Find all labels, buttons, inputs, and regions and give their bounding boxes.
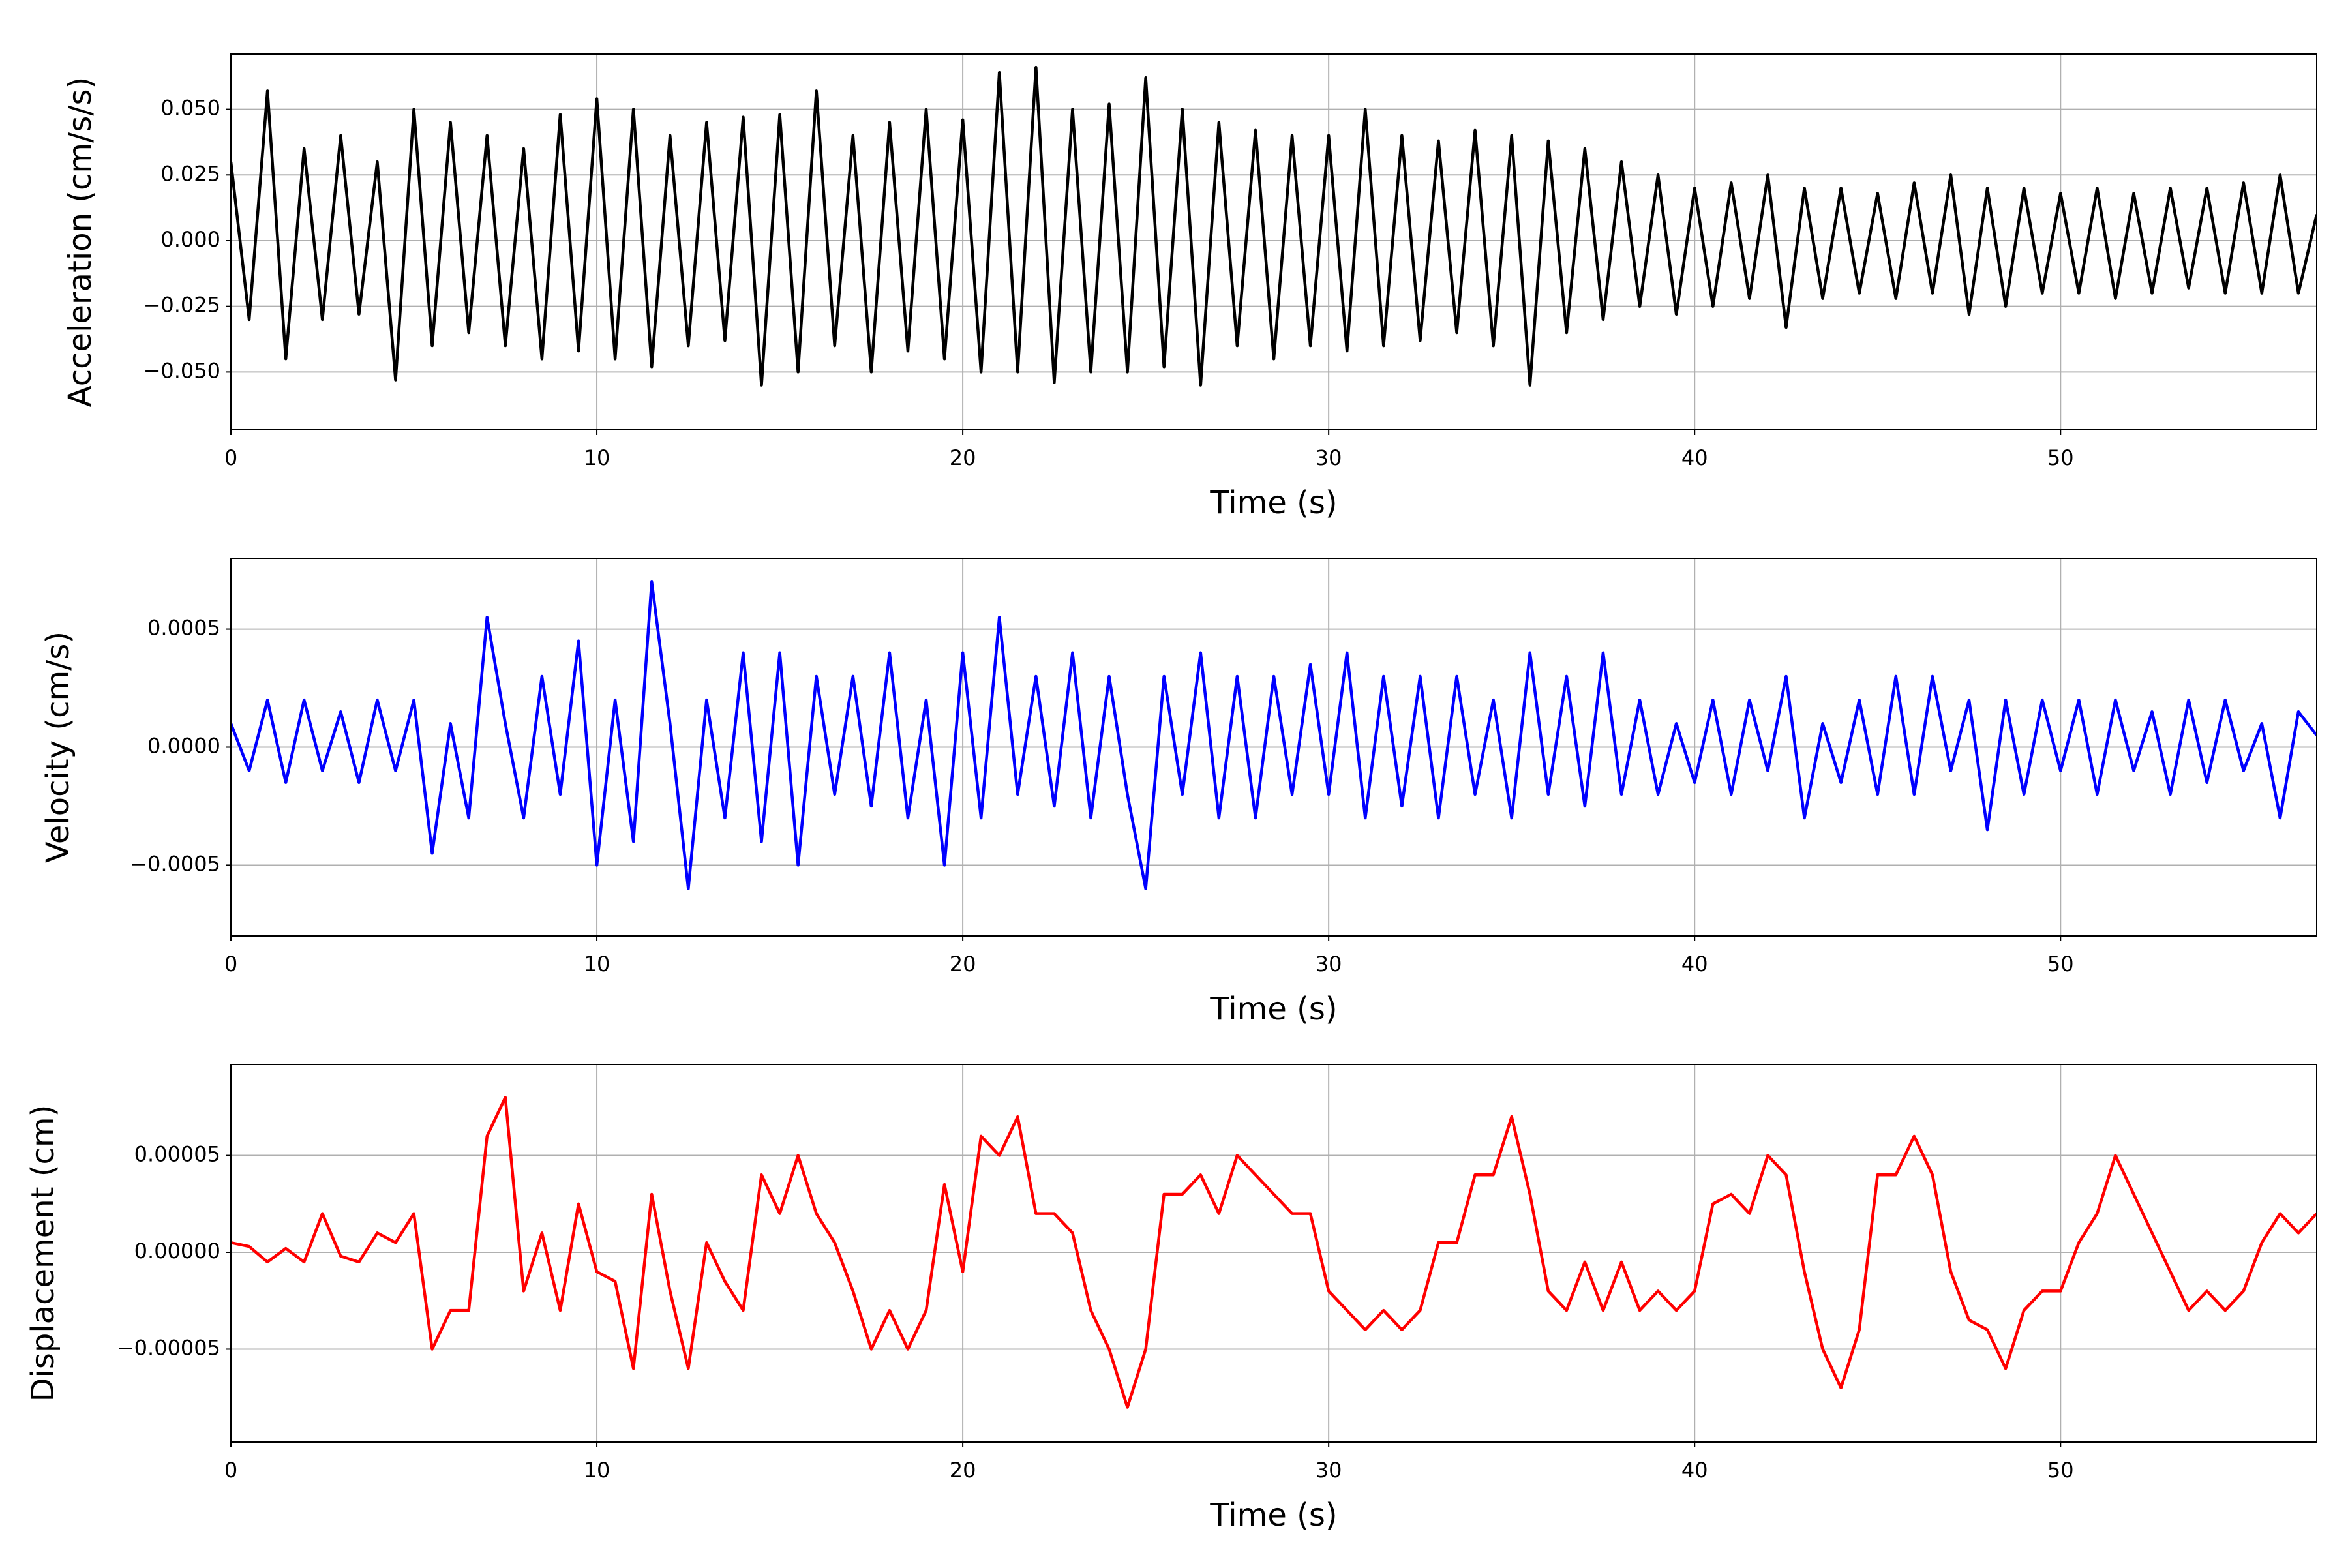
plot-frame [230,558,2317,937]
y-tick-label: 0.000 [160,227,220,252]
y-tick-label: 0.050 [160,96,220,121]
x-tick-label: 50 [2047,952,2074,976]
y-tick-label: 0.0005 [147,616,220,641]
data-line [231,1096,2317,1409]
x-tick-label: 40 [1681,445,1708,470]
y-tick-label: −0.025 [143,293,220,318]
x-tick-label: 30 [1316,1458,1342,1483]
x-tick-label: 10 [584,1458,610,1483]
x-tick-label: 20 [950,445,976,470]
y-tick-label: −0.050 [143,358,220,383]
y-tick-label: 0.025 [160,161,220,186]
x-tick-label: 0 [224,1458,237,1483]
x-tick-label: 40 [1681,1458,1708,1483]
plot-frame [230,53,2317,430]
x-axis-label: Time (s) [1209,991,1337,1027]
x-tick-label: 10 [584,445,610,470]
x-tick-label: 40 [1681,952,1708,976]
y-axis-label: Velocity (cm/s) [40,631,76,863]
plot-frame [230,1064,2317,1443]
y-tick-label: −0.00005 [117,1335,220,1360]
y-tick-label: 0.00005 [134,1142,220,1167]
y-axis-label: Displacement (cm) [25,1105,61,1402]
y-tick-label: −0.0005 [130,851,220,876]
y-tick-label: 0.0000 [147,734,220,759]
y-axis-label: Acceleration (cm/s/s) [62,77,98,407]
x-tick-label: 50 [2047,445,2074,470]
data-line [231,65,2317,387]
x-tick-label: 30 [1316,445,1342,470]
x-tick-label: 20 [950,952,976,976]
x-tick-label: 30 [1316,952,1342,976]
x-tick-label: 50 [2047,1458,2074,1483]
x-tick-label: 0 [224,952,237,976]
x-tick-label: 0 [224,445,237,470]
x-axis-label: Time (s) [1209,1497,1337,1533]
y-tick-label: 0.00000 [134,1239,220,1263]
data-line [231,580,2317,890]
x-axis-label: Time (s) [1209,485,1337,521]
x-tick-label: 10 [584,952,610,976]
x-tick-label: 20 [950,1458,976,1483]
